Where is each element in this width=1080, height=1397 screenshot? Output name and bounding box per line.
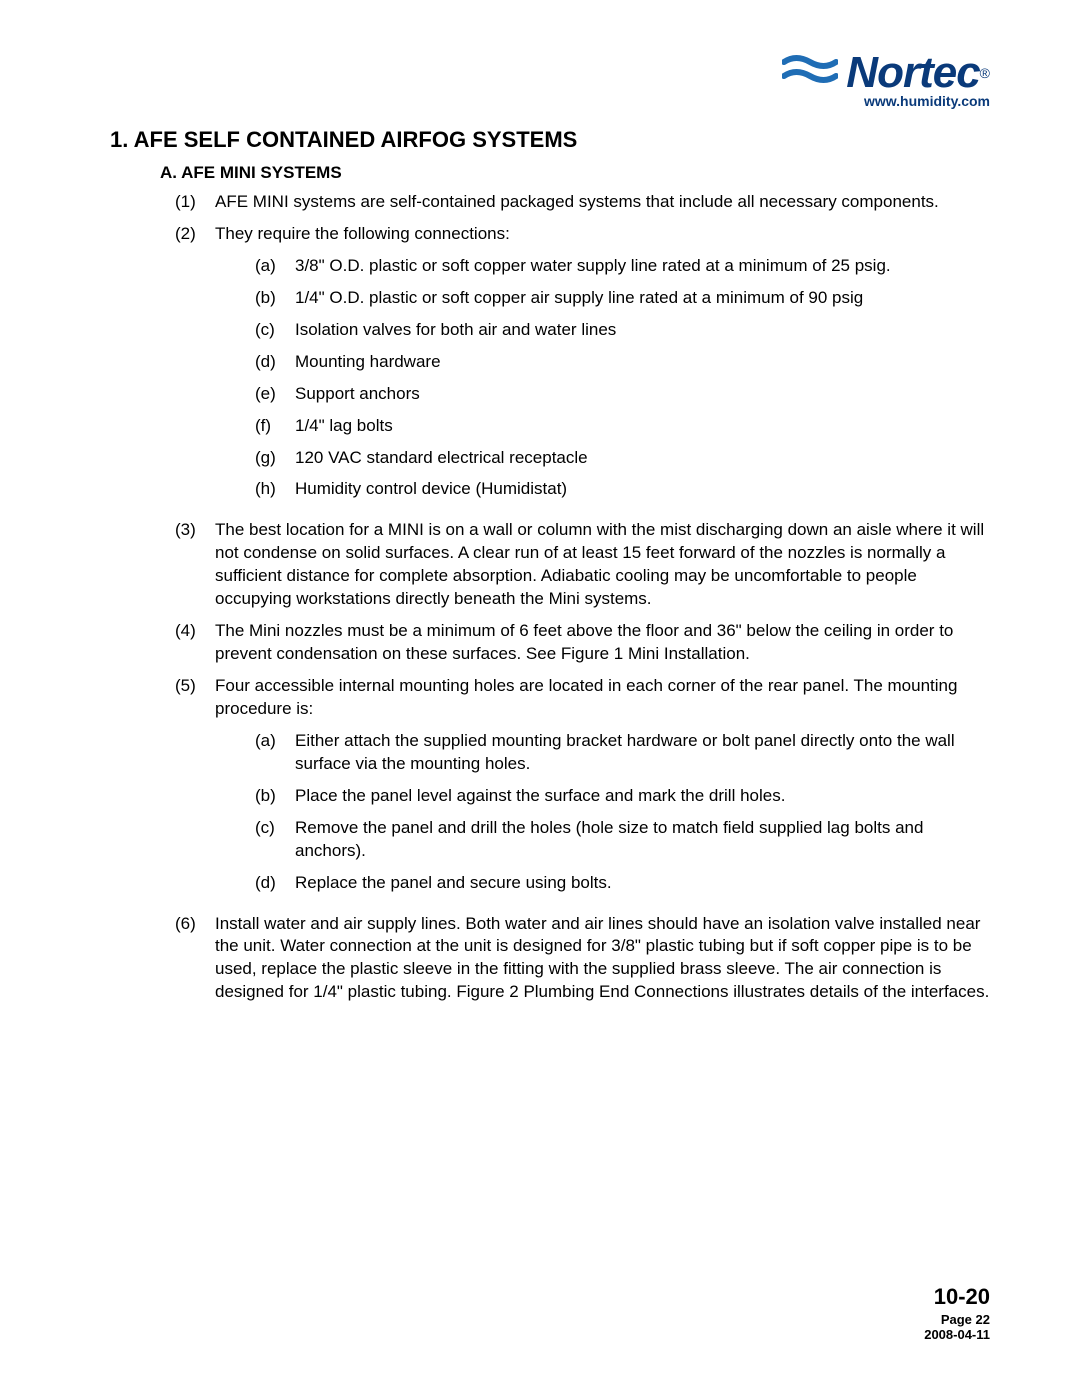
- sub-marker: (g): [255, 447, 295, 470]
- sub-marker: (h): [255, 478, 295, 501]
- sub-text: 3/8" O.D. plastic or soft copper water s…: [295, 255, 990, 278]
- wave-icon: [782, 50, 838, 95]
- sublist-item: (g)120 VAC standard electrical receptacl…: [255, 447, 990, 470]
- sub-marker: (b): [255, 287, 295, 310]
- logo-row: Nortec ®: [782, 50, 990, 95]
- sub-text: Either attach the supplied mounting brac…: [295, 730, 990, 776]
- item-marker: (6): [175, 913, 215, 1005]
- list-item: (3)The best location for a MINI is on a …: [175, 519, 990, 611]
- document-number: 10-20: [924, 1284, 990, 1310]
- document-page: Nortec ® www.humidity.com 1. AFE SELF CO…: [0, 0, 1080, 1397]
- item-marker: (5): [175, 675, 215, 904]
- sublist-item: (b)1/4" O.D. plastic or soft copper air …: [255, 287, 990, 310]
- list-item: (1)AFE MINI systems are self-contained p…: [175, 191, 990, 214]
- sublist-item: (b)Place the panel level against the sur…: [255, 785, 990, 808]
- list-item: (4)The Mini nozzles must be a minimum of…: [175, 620, 990, 666]
- sub-marker: (d): [255, 351, 295, 374]
- sub-text: 1/4" lag bolts: [295, 415, 990, 438]
- logo-url: www.humidity.com: [864, 93, 990, 109]
- item-marker: (4): [175, 620, 215, 666]
- item-text: AFE MINI systems are self-contained pack…: [215, 191, 990, 214]
- sublist-item: (a)3/8" O.D. plastic or soft copper wate…: [255, 255, 990, 278]
- item-text: Install water and air supply lines. Both…: [215, 913, 990, 1005]
- subsection-title: A. AFE MINI SYSTEMS: [160, 163, 990, 183]
- sub-text: Humidity control device (Humidistat): [295, 478, 990, 501]
- section-title: 1. AFE SELF CONTAINED AIRFOG SYSTEMS: [110, 127, 990, 153]
- sublist-item: (d)Mounting hardware: [255, 351, 990, 374]
- sub-marker: (a): [255, 730, 295, 776]
- list-item: (2)They require the following connection…: [175, 223, 990, 510]
- sublist-item: (e)Support anchors: [255, 383, 990, 406]
- sub-marker: (b): [255, 785, 295, 808]
- sub-text: 120 VAC standard electrical receptacle: [295, 447, 990, 470]
- document-date: 2008-04-11: [924, 1327, 990, 1342]
- sub-marker: (f): [255, 415, 295, 438]
- sublist-item: (h)Humidity control device (Humidistat): [255, 478, 990, 501]
- item-marker: (1): [175, 191, 215, 214]
- logo-name: Nortec: [846, 51, 979, 95]
- sub-marker: (c): [255, 319, 295, 342]
- sub-text: Remove the panel and drill the holes (ho…: [295, 817, 990, 863]
- logo: Nortec ® www.humidity.com: [782, 50, 990, 109]
- sublist-item: (c)Isolation valves for both air and wat…: [255, 319, 990, 342]
- page-number: Page 22: [924, 1312, 990, 1327]
- sublist-item: (f)1/4" lag bolts: [255, 415, 990, 438]
- list-item: (5)Four accessible internal mounting hol…: [175, 675, 990, 904]
- item-marker: (2): [175, 223, 215, 510]
- item-text: They require the following connections:(…: [215, 223, 990, 510]
- lettered-sublist: (a)3/8" O.D. plastic or soft copper wate…: [255, 255, 990, 502]
- sublist-item: (d)Replace the panel and secure using bo…: [255, 872, 990, 895]
- sub-marker: (d): [255, 872, 295, 895]
- lettered-sublist: (a)Either attach the supplied mounting b…: [255, 730, 990, 895]
- numbered-list: (1)AFE MINI systems are self-contained p…: [175, 191, 990, 1004]
- footer: 10-20 Page 22 2008-04-11: [924, 1284, 990, 1342]
- item-text: The best location for a MINI is on a wal…: [215, 519, 990, 611]
- registered-mark: ®: [980, 65, 990, 81]
- sub-marker: (a): [255, 255, 295, 278]
- item-text: The Mini nozzles must be a minimum of 6 …: [215, 620, 990, 666]
- sub-text: 1/4" O.D. plastic or soft copper air sup…: [295, 287, 990, 310]
- list-item: (6)Install water and air supply lines. B…: [175, 913, 990, 1005]
- sub-text: Support anchors: [295, 383, 990, 406]
- item-text: Four accessible internal mounting holes …: [215, 675, 990, 904]
- header: Nortec ® www.humidity.com: [90, 50, 990, 109]
- sub-text: Mounting hardware: [295, 351, 990, 374]
- sub-text: Isolation valves for both air and water …: [295, 319, 990, 342]
- sublist-item: (c)Remove the panel and drill the holes …: [255, 817, 990, 863]
- sublist-item: (a)Either attach the supplied mounting b…: [255, 730, 990, 776]
- sub-marker: (c): [255, 817, 295, 863]
- sub-text: Place the panel level against the surfac…: [295, 785, 990, 808]
- sub-text: Replace the panel and secure using bolts…: [295, 872, 990, 895]
- item-marker: (3): [175, 519, 215, 611]
- sub-marker: (e): [255, 383, 295, 406]
